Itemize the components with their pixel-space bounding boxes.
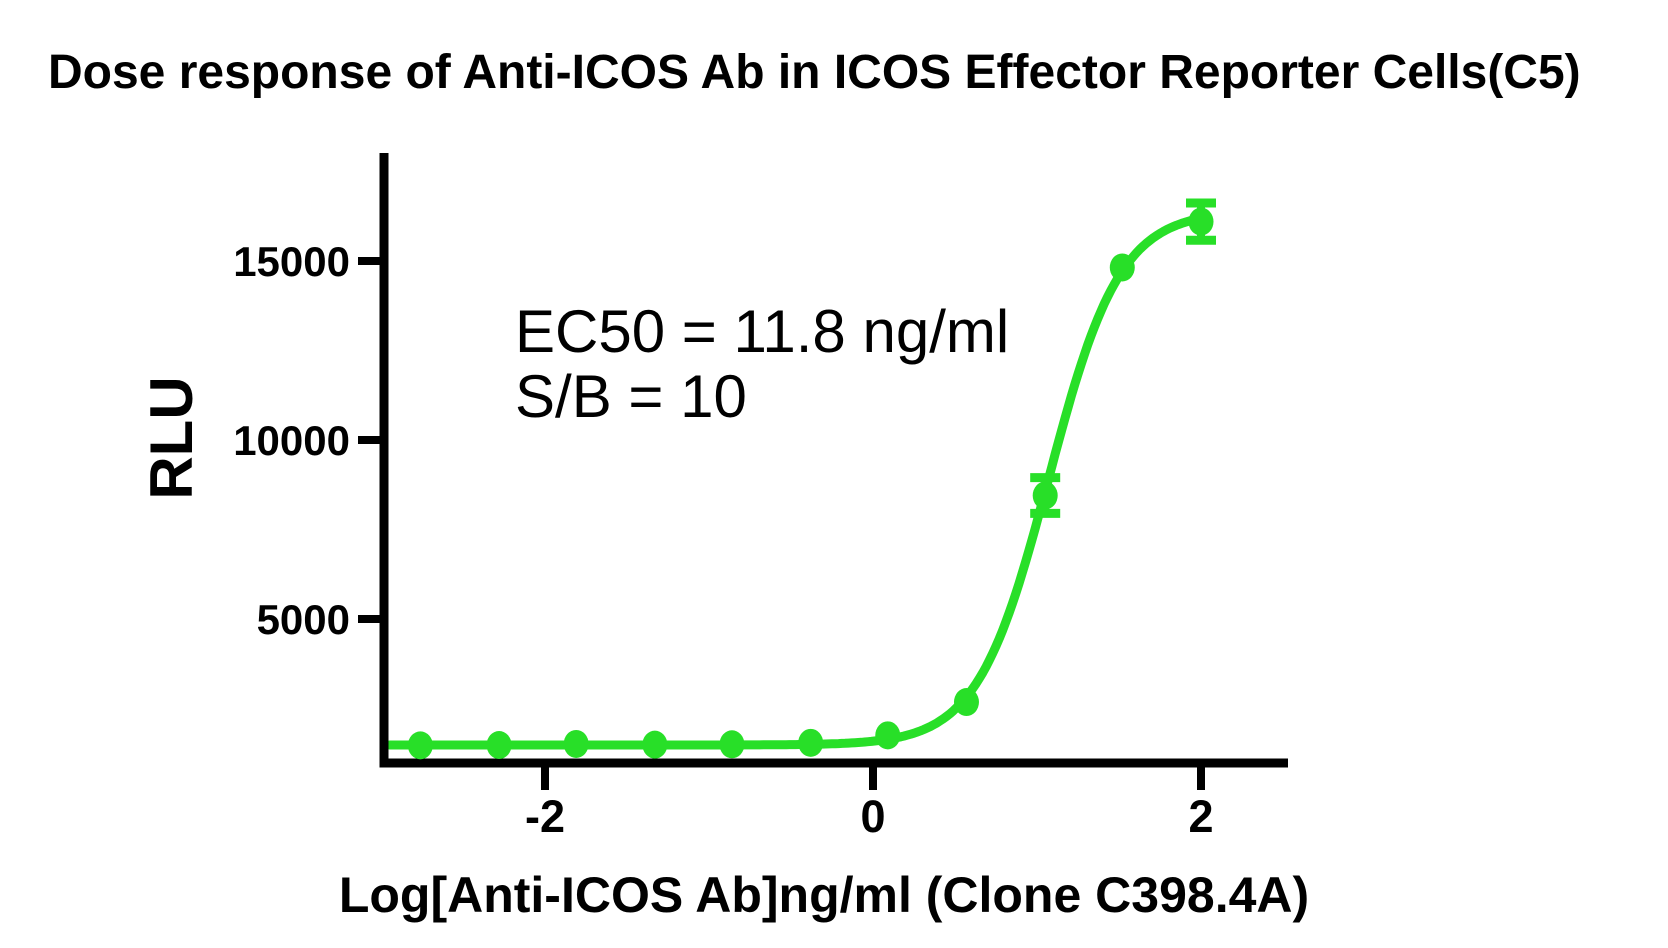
annotation-ec50: EC50 = 11.8 ng/ml: [515, 298, 1009, 365]
data-point: [642, 730, 668, 759]
data-point: [953, 688, 979, 717]
x-axis-label: Log[Anti-ICOS Ab]ng/ml (Clone C398.4A): [339, 867, 1309, 923]
x-axis-ticks: -2 0 2: [525, 767, 1214, 842]
y-tick-label: 15000: [233, 238, 350, 285]
y-axis-ticks: 5000 10000 15000: [233, 238, 380, 643]
data-points: [407, 207, 1214, 760]
data-point: [875, 721, 901, 750]
y-tick-label: 5000: [257, 596, 350, 643]
error-bars: [1030, 198, 1216, 518]
data-point: [486, 731, 512, 760]
y-tick-label: 10000: [233, 417, 350, 464]
data-point: [407, 731, 433, 760]
data-point: [1188, 207, 1214, 236]
annotation-sb: S/B = 10: [515, 363, 747, 430]
data-point: [1109, 253, 1135, 282]
x-tick-label: -2: [525, 791, 565, 842]
dose-response-curve: [384, 214, 1204, 750]
x-tick-label: 0: [860, 791, 885, 842]
chart-title: Dose response of Anti-ICOS Ab in ICOS Ef…: [48, 46, 1581, 99]
data-point: [798, 728, 824, 757]
data-point: [1032, 481, 1058, 510]
data-point: [719, 730, 745, 759]
x-tick-label: 2: [1188, 791, 1213, 842]
y-axis-label: RLU: [138, 376, 205, 499]
data-point: [563, 729, 589, 758]
